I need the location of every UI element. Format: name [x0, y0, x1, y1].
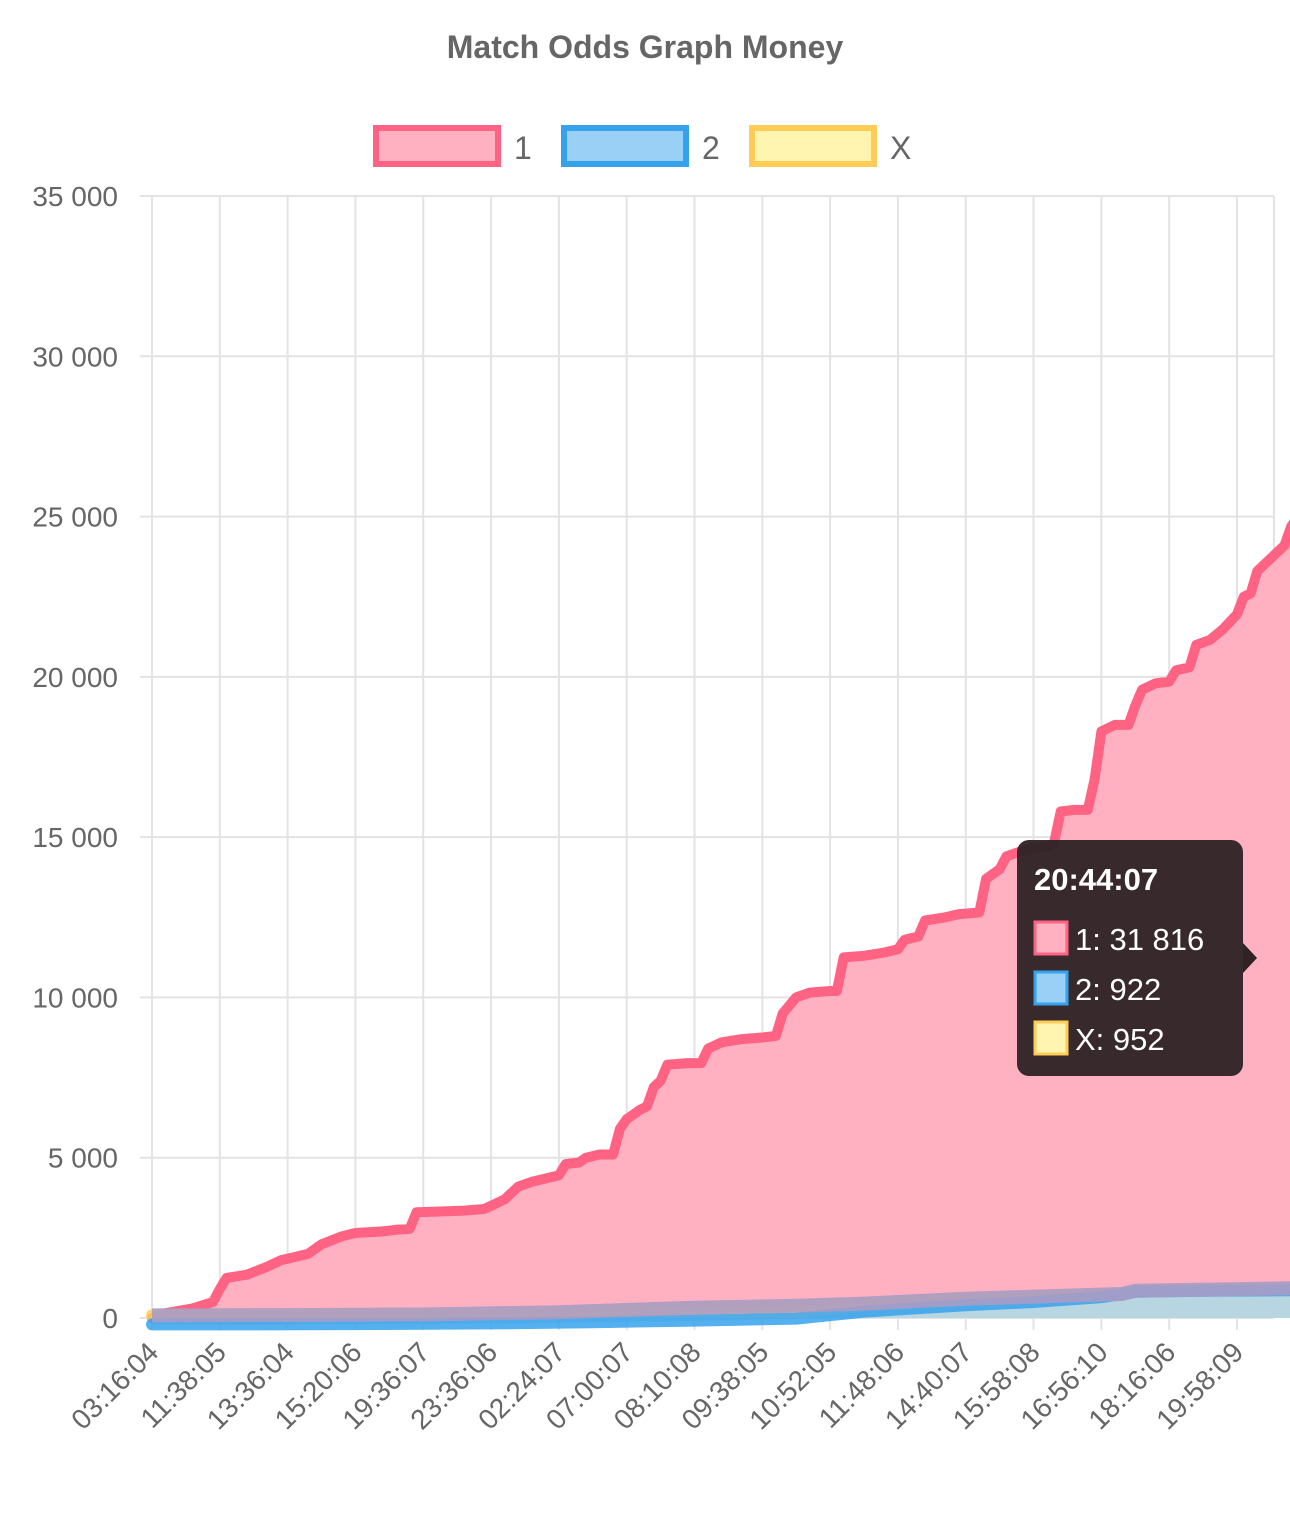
- tooltip-swatch-2: [1033, 970, 1069, 1006]
- tooltip-line-1: 1: 31 816: [1075, 922, 1204, 957]
- y-tick-label: 30 000: [32, 341, 118, 372]
- tooltip-line-X: X: 952: [1075, 1022, 1165, 1057]
- tooltip-title: 20:44:07: [1034, 862, 1158, 897]
- legend-label-2: 2: [702, 130, 720, 166]
- y-tick-label: 15 000: [32, 822, 118, 853]
- y-tick-label: 20 000: [32, 662, 118, 693]
- legend-label-1: 1: [514, 130, 532, 166]
- tooltip-box: [1017, 840, 1243, 1076]
- y-tick-label: 0: [102, 1303, 118, 1334]
- tooltip-swatch-X: [1033, 1020, 1069, 1056]
- legend-swatch-1: [373, 125, 501, 167]
- legend-item-2[interactable]: 2: [561, 125, 720, 167]
- series-layer: [146, 519, 1290, 1331]
- chart-title: Match Odds Graph Money: [447, 29, 844, 65]
- legend-swatch-2: [561, 125, 689, 167]
- series-X-overlap-line: [151, 1281, 1290, 1323]
- series-1-line: [147, 519, 1290, 1323]
- y-tick-label: 10 000: [32, 982, 118, 1013]
- legend-swatch-X: [749, 125, 877, 167]
- series-2-area: [152, 1290, 1290, 1325]
- y-tick-label: 5 000: [48, 1143, 118, 1174]
- tooltip-line-2: 2: 922: [1075, 972, 1161, 1007]
- y-tick-label: 35 000: [32, 181, 118, 212]
- tooltip: 20:44:07 1: 31 816 2: 922 X: 952: [1017, 840, 1257, 1076]
- series-1-area: [152, 529, 1290, 1318]
- tooltip-caret: [1243, 943, 1257, 973]
- y-tick-label: 25 000: [32, 502, 118, 533]
- legend-label-X: X: [890, 130, 911, 166]
- legend-item-X[interactable]: X: [749, 125, 911, 167]
- legend[interactable]: 1 2 X: [373, 125, 911, 167]
- tooltip-swatch-1: [1033, 920, 1069, 956]
- legend-item-1[interactable]: 1: [373, 125, 532, 167]
